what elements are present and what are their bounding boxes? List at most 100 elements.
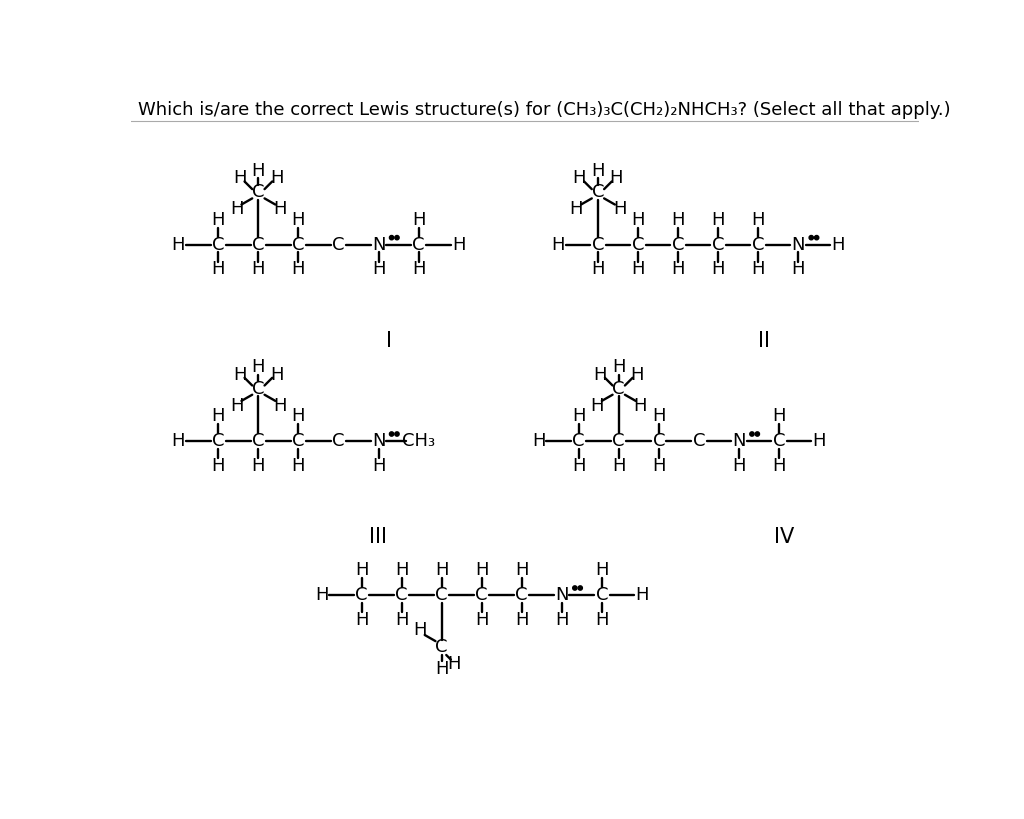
Text: C: C — [413, 236, 425, 254]
Text: H: H — [412, 211, 425, 229]
Text: H: H — [609, 170, 624, 188]
Text: H: H — [252, 161, 265, 179]
Text: H: H — [634, 396, 647, 414]
Text: H: H — [435, 660, 449, 678]
Text: H: H — [631, 366, 644, 384]
Text: H: H — [233, 170, 247, 188]
Text: N: N — [792, 236, 805, 254]
Text: H: H — [635, 586, 648, 604]
Text: C: C — [475, 586, 487, 604]
Text: H: H — [270, 170, 284, 188]
Text: H: H — [612, 456, 626, 474]
Text: C: C — [435, 638, 447, 656]
Text: C: C — [672, 236, 684, 254]
Text: C: C — [752, 236, 764, 254]
Text: C: C — [332, 432, 345, 450]
Text: H: H — [595, 561, 608, 579]
Text: H: H — [531, 432, 546, 450]
Text: H: H — [212, 407, 225, 425]
Text: H: H — [572, 170, 586, 188]
Text: H: H — [555, 611, 568, 628]
Text: H: H — [292, 456, 305, 474]
Text: C: C — [292, 236, 305, 254]
Text: H: H — [212, 211, 225, 229]
Text: H: H — [252, 260, 265, 278]
Text: H: H — [672, 260, 685, 278]
Text: H: H — [732, 456, 745, 474]
Text: H: H — [752, 260, 765, 278]
Text: H: H — [591, 161, 605, 179]
Text: H: H — [792, 260, 805, 278]
Text: H: H — [594, 366, 607, 384]
Text: N: N — [732, 432, 745, 450]
Text: II: II — [758, 331, 769, 351]
Text: H: H — [631, 260, 645, 278]
Text: C: C — [773, 432, 785, 450]
Text: H: H — [475, 611, 488, 628]
Text: C: C — [252, 379, 264, 397]
Text: H: H — [812, 432, 825, 450]
Text: C: C — [292, 432, 305, 450]
Text: H: H — [447, 655, 461, 673]
Text: C: C — [596, 586, 608, 604]
Circle shape — [809, 236, 813, 240]
Text: H: H — [372, 260, 385, 278]
Text: H: H — [591, 396, 604, 414]
Text: H: H — [435, 561, 449, 579]
Text: H: H — [712, 211, 725, 229]
Text: C: C — [332, 236, 345, 254]
Text: C: C — [395, 586, 408, 604]
Circle shape — [579, 586, 583, 590]
Circle shape — [572, 586, 577, 590]
Text: H: H — [172, 432, 185, 450]
Text: C: C — [252, 183, 264, 201]
Text: N: N — [555, 586, 568, 604]
Text: C: C — [572, 432, 585, 450]
Text: H: H — [652, 456, 666, 474]
Circle shape — [395, 236, 399, 240]
Text: H: H — [273, 396, 287, 414]
Text: H: H — [395, 561, 409, 579]
Text: C: C — [712, 236, 724, 254]
Text: H: H — [612, 200, 627, 218]
Text: H: H — [230, 396, 244, 414]
Text: H: H — [631, 211, 645, 229]
Text: H: H — [712, 260, 725, 278]
Text: C: C — [612, 432, 625, 450]
Text: H: H — [652, 407, 666, 425]
Text: H: H — [212, 456, 225, 474]
Circle shape — [814, 236, 819, 240]
Text: N: N — [372, 236, 385, 254]
Text: H: H — [212, 260, 225, 278]
Text: N: N — [372, 432, 385, 450]
Text: H: H — [233, 366, 247, 384]
Text: H: H — [569, 200, 583, 218]
Text: H: H — [772, 407, 785, 425]
Text: H: H — [252, 358, 265, 376]
Text: C: C — [212, 432, 224, 450]
Text: H: H — [354, 611, 369, 628]
Text: C: C — [592, 183, 604, 201]
Text: H: H — [270, 366, 284, 384]
Circle shape — [395, 432, 399, 437]
Text: C: C — [652, 432, 665, 450]
Text: Which is/are the correct Lewis structure(s) for (CH₃)₃C(CH₂)₂NHCH₃? (Select all : Which is/are the correct Lewis structure… — [138, 101, 951, 119]
Text: H: H — [595, 611, 608, 628]
Text: H: H — [515, 611, 528, 628]
Text: C: C — [692, 432, 706, 450]
Circle shape — [389, 432, 394, 437]
Text: CH₃: CH₃ — [402, 432, 435, 450]
Text: H: H — [292, 211, 305, 229]
Text: H: H — [412, 260, 425, 278]
Text: H: H — [752, 211, 765, 229]
Text: C: C — [592, 236, 604, 254]
Text: H: H — [230, 200, 244, 218]
Text: H: H — [831, 236, 845, 254]
Text: H: H — [372, 456, 385, 474]
Text: H: H — [414, 622, 427, 640]
Text: H: H — [252, 456, 265, 474]
Text: H: H — [572, 407, 586, 425]
Text: C: C — [252, 432, 264, 450]
Text: H: H — [292, 260, 305, 278]
Text: H: H — [172, 236, 185, 254]
